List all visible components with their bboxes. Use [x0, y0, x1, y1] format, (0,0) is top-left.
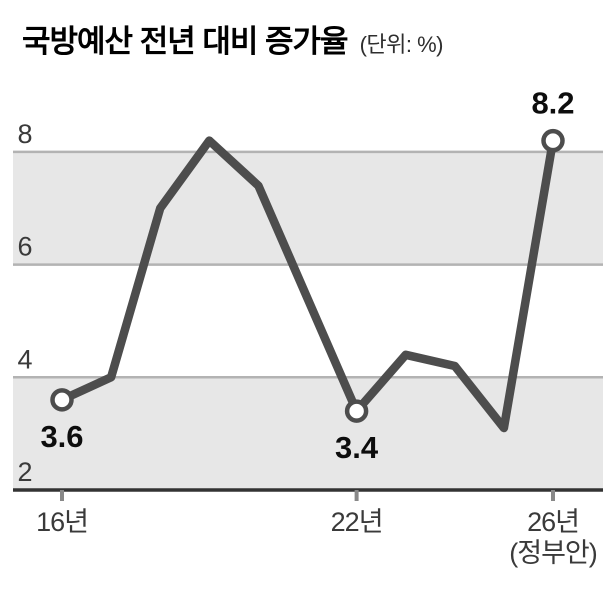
data-point-marker	[344, 399, 369, 423]
x-tick-label: 16년	[36, 507, 88, 537]
data-point-label: 3.4	[335, 430, 379, 465]
data-point-marker	[50, 388, 74, 412]
chart-header: 국방예산 전년 대비 증가율 (단위: %)	[22, 16, 443, 61]
chart-unit-label: (단위: %)	[359, 32, 444, 57]
data-point-marker	[541, 128, 565, 153]
x-tick-label: 26년	[527, 507, 579, 537]
grid-band	[13, 151, 603, 265]
chart-title: 국방예산 전년 대비 증가율	[22, 24, 349, 59]
data-point-label: 3.6	[40, 419, 83, 454]
data-line	[57, 136, 558, 433]
x-tick-label: 22년	[331, 507, 383, 537]
y-tick-label: 4	[17, 344, 32, 374]
x-tick-sublabel: (정부안)	[509, 538, 597, 568]
y-tick-label: 2	[17, 457, 32, 487]
data-point-label: 8.2	[531, 86, 574, 121]
y-tick-label: 6	[17, 232, 32, 262]
grid-band	[13, 377, 603, 490]
y-tick-label: 8	[17, 119, 32, 149]
